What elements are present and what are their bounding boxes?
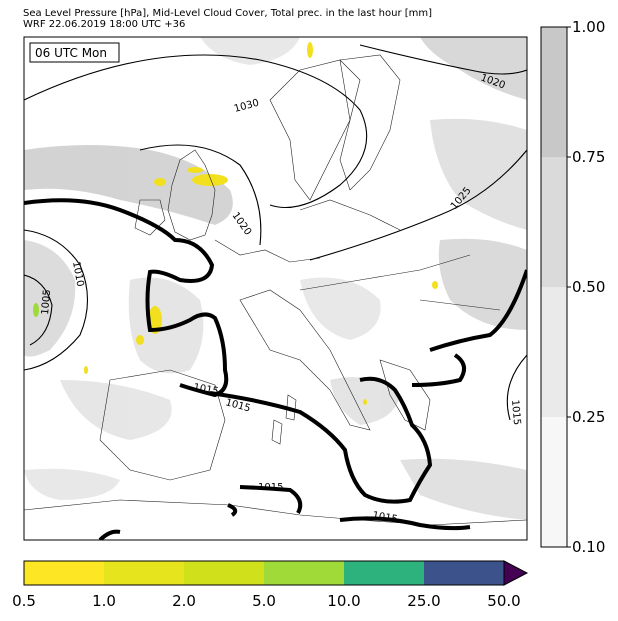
isobar-label: 1015 bbox=[258, 482, 283, 493]
time-label-text: 06 UTC Mon bbox=[35, 46, 107, 60]
colorbar-segment bbox=[104, 561, 184, 585]
colorbar-tick-label: 50.0 bbox=[487, 592, 520, 610]
colorbar-segment bbox=[541, 417, 567, 547]
isobars bbox=[24, 44, 527, 421]
map-title-line2: WRF 22.06.2019 18:00 UTC +36 bbox=[23, 19, 186, 30]
colorbar-segment bbox=[541, 27, 567, 157]
isobar-label: 1015 bbox=[509, 399, 522, 425]
colorbar-segment bbox=[541, 157, 567, 287]
colorbar-tick-label: 0.75 bbox=[572, 148, 605, 166]
colorbar-tick-label: 5.0 bbox=[252, 592, 276, 610]
colorbar-segment bbox=[424, 561, 504, 585]
map-panel: 1030 1020 1020 1025 1010 1005 1015 1015 … bbox=[23, 36, 528, 541]
isobar-label: 1010 bbox=[70, 261, 85, 288]
isobar-label: 1015 bbox=[371, 510, 398, 525]
colorbar-tick-label: 0.10 bbox=[572, 538, 605, 556]
map-title-line1: Sea Level Pressure [hPa], Mid-Level Clou… bbox=[23, 8, 433, 19]
cloud-cover-colorbar: 1.00 0.75 0.50 0.25 0.10 bbox=[540, 18, 605, 556]
isobar-label: 1005 bbox=[40, 289, 53, 315]
colorbar-segment bbox=[344, 561, 424, 585]
colorbar-tick-label: 0.50 bbox=[572, 278, 605, 296]
colorbar-tick-label: 0.5 bbox=[12, 592, 36, 610]
colorbar-tick-label: 25.0 bbox=[407, 592, 440, 610]
isobar-label: 1015 bbox=[192, 382, 219, 397]
colorbar-tick-label: 1.0 bbox=[92, 592, 116, 610]
precipitation-shading bbox=[33, 42, 438, 405]
colorbar-segment bbox=[264, 561, 344, 585]
colorbar-tick-label: 2.0 bbox=[172, 592, 196, 610]
colorbar-tick-label: 10.0 bbox=[327, 592, 360, 610]
colorbar-segment bbox=[541, 287, 567, 417]
colorbar-tick-label: 0.25 bbox=[572, 408, 605, 426]
colorbar-segment bbox=[24, 561, 104, 585]
colorbar-extend-arrow bbox=[503, 560, 529, 586]
colorbar-segment bbox=[184, 561, 264, 585]
precip-colorbar: 0.5 1.0 2.0 5.0 10.0 25.0 50.0 bbox=[12, 560, 529, 610]
time-label: 06 UTC Mon bbox=[29, 42, 120, 63]
colorbar-tick-label: 1.00 bbox=[572, 18, 605, 36]
isobar-1015 bbox=[24, 198, 527, 540]
